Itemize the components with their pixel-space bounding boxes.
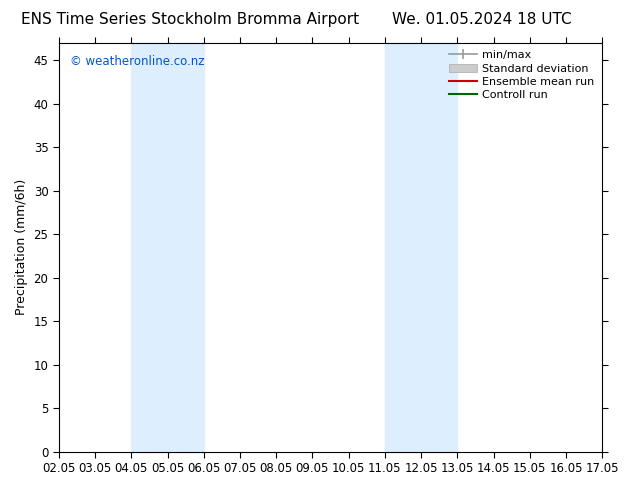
Text: © weatheronline.co.nz: © weatheronline.co.nz	[70, 55, 204, 68]
Bar	[131, 43, 204, 452]
Text: We. 01.05.2024 18 UTC: We. 01.05.2024 18 UTC	[392, 12, 572, 27]
Text: ENS Time Series Stockholm Bromma Airport: ENS Time Series Stockholm Bromma Airport	[21, 12, 359, 27]
Y-axis label: Precipitation (mm/6h): Precipitation (mm/6h)	[15, 179, 28, 315]
Bar	[385, 43, 457, 452]
Legend: min/max, Standard deviation, Ensemble mean run, Controll run: min/max, Standard deviation, Ensemble me…	[444, 46, 599, 105]
